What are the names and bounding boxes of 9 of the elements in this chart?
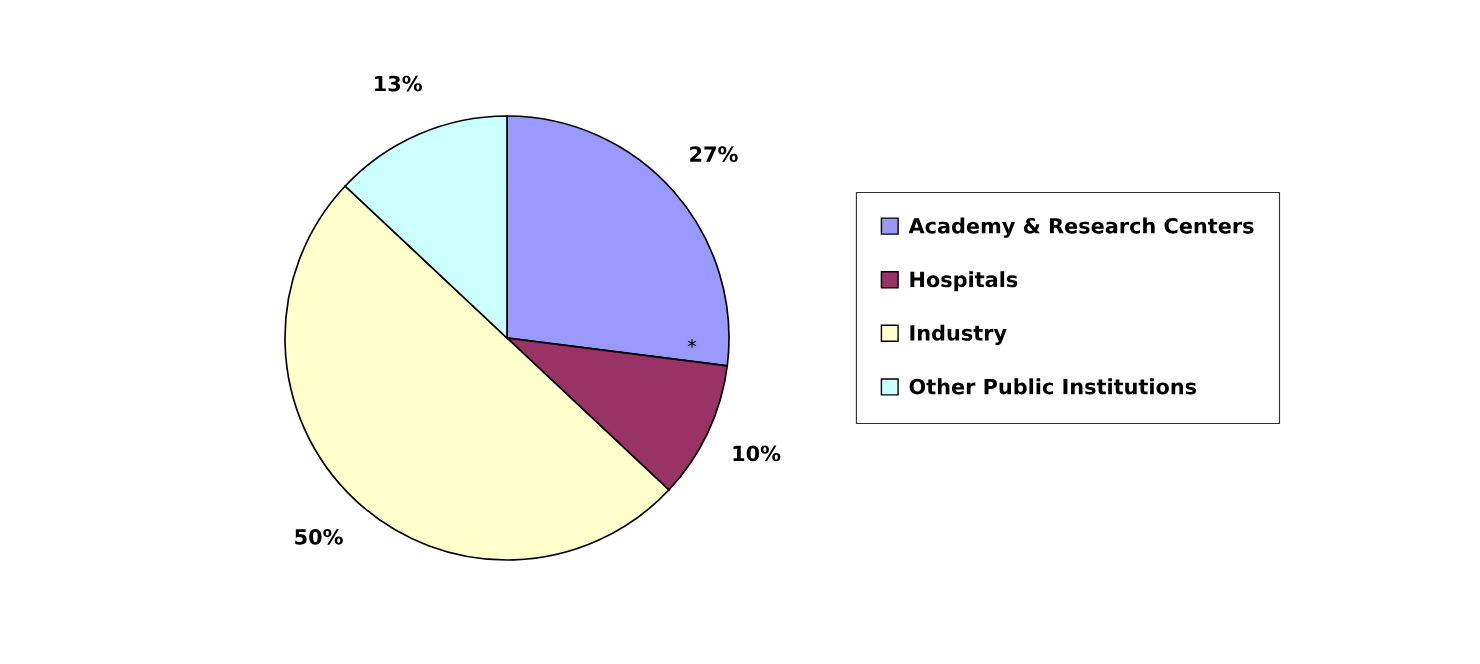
legend-label: Hospitals — [910, 271, 1018, 292]
data-label: 10% — [733, 445, 781, 462]
data-label: 50% — [295, 528, 343, 545]
legend-label: Industry — [910, 324, 1007, 345]
data-label: 27% — [690, 146, 738, 162]
legend-label: Academy & Research Centers — [908, 217, 1254, 238]
text: * — [687, 338, 697, 348]
legend-label: Other Public Institutions — [909, 378, 1197, 395]
data-label: 13% — [375, 75, 422, 92]
